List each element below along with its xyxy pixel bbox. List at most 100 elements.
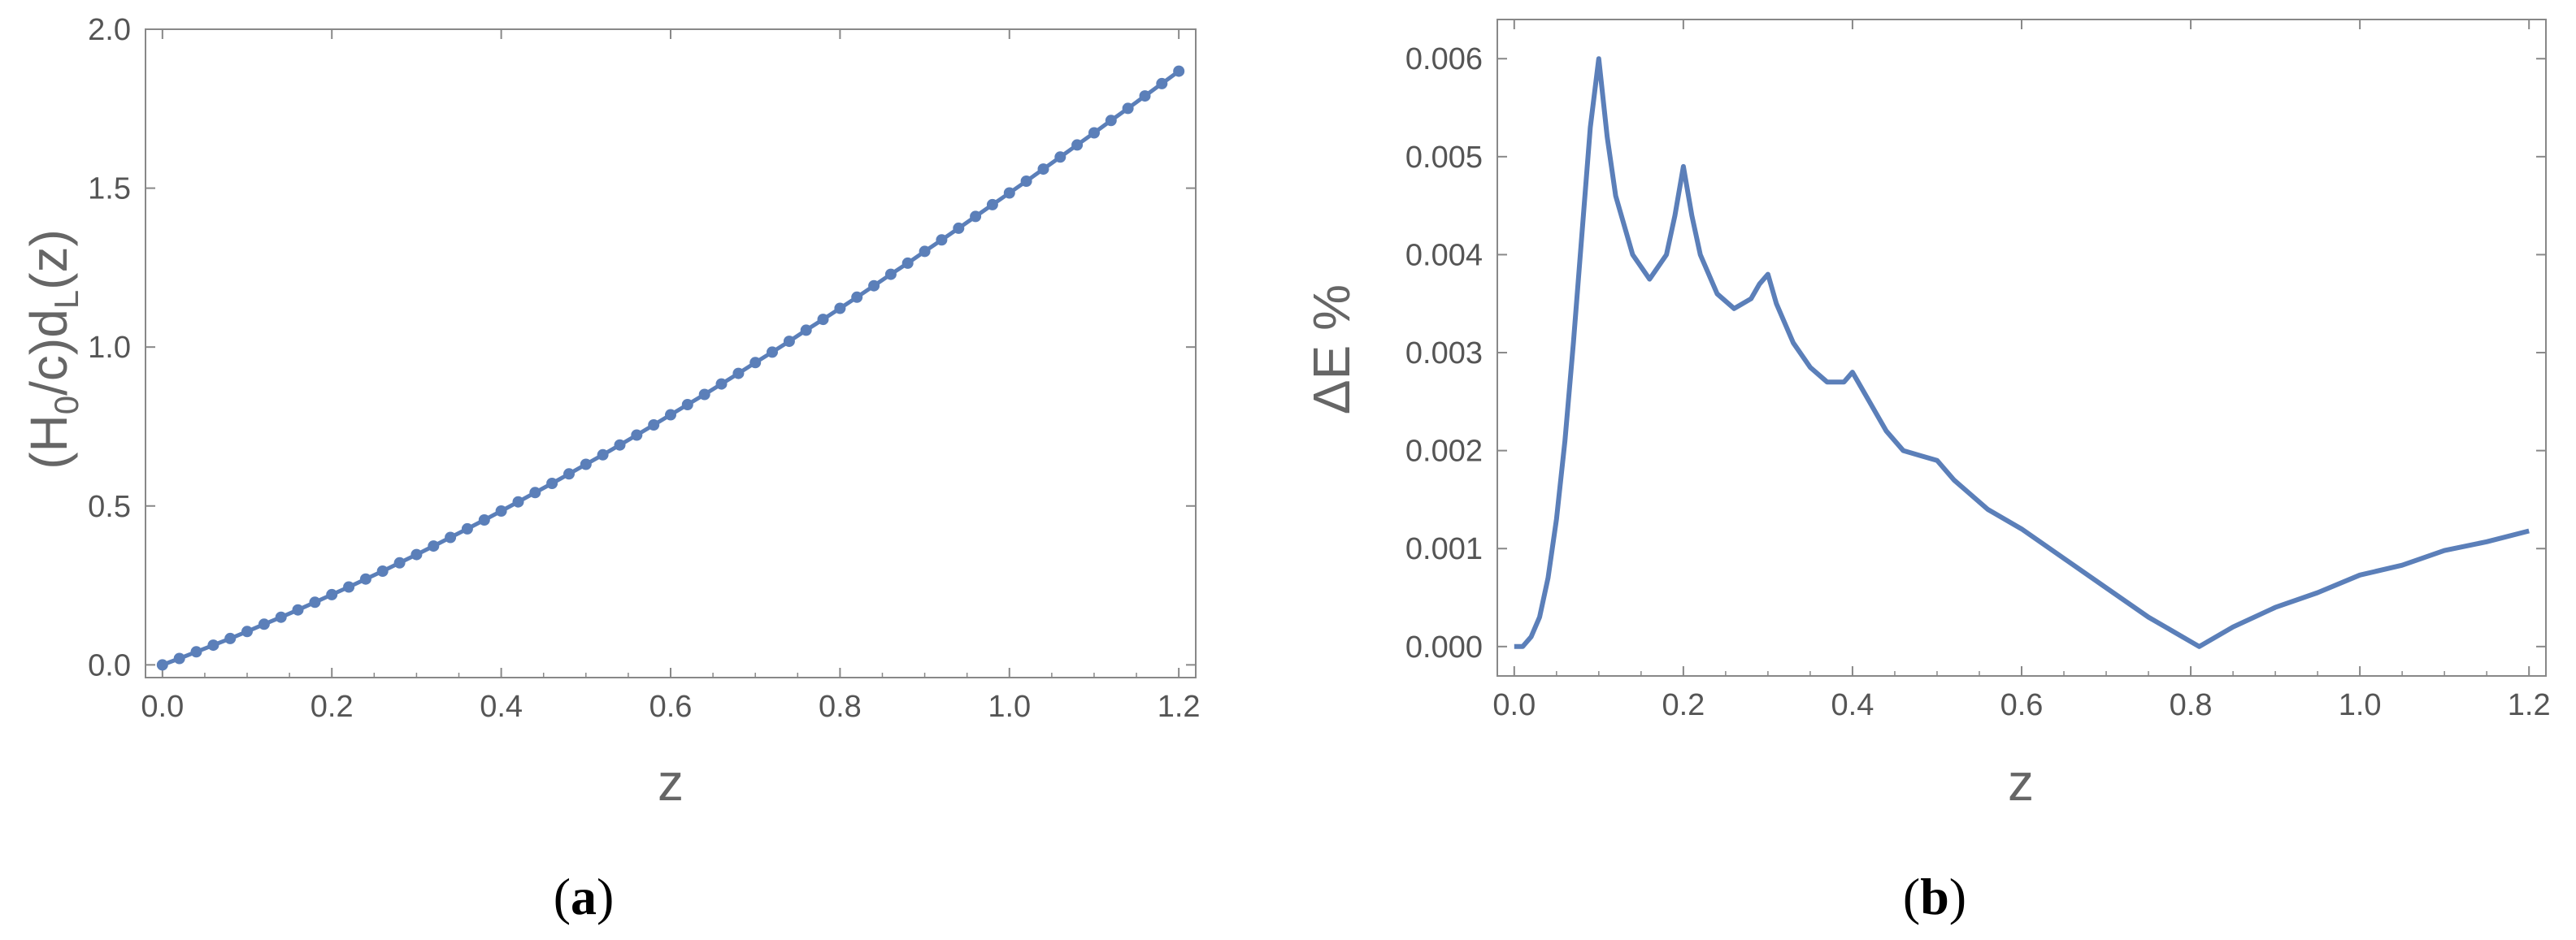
- a-data-point: [1054, 151, 1066, 163]
- a-data-point: [359, 573, 371, 585]
- b-x-tick-label: 0.6: [2000, 688, 2044, 722]
- panel-b-y-ticks: 0.000 0.001 0.002 0.003 0.004 0.005 0.006: [1405, 42, 2546, 665]
- panel-a-letter: a: [571, 868, 597, 925]
- a-x-tick-label: 0.4: [480, 690, 523, 724]
- a-data-point: [1020, 175, 1032, 187]
- a-data-point: [411, 548, 423, 561]
- a-data-point: [953, 222, 965, 234]
- a-data-point: [461, 522, 473, 535]
- panel-a-label: (a): [554, 868, 615, 925]
- a-data-point: [614, 439, 626, 451]
- b-x-tick-label: 1.0: [2339, 688, 2382, 722]
- b-y-tick-label: 0.003: [1405, 336, 1483, 370]
- a-data-point: [512, 496, 524, 508]
- a-x-tick-label: 1.0: [988, 690, 1031, 724]
- panel-a: 0.0 0.2 0.4 0.6 0.8 1.0 1.2 0.00.51.01.52.0 z …: [20, 13, 1201, 925]
- a-y-tick-label: 0.5: [88, 490, 131, 524]
- a-data-point: [665, 409, 676, 421]
- panel-a-x-ticks: 0.0 0.2 0.4 0.6 0.8 1.0 1.2: [141, 29, 1201, 724]
- b-y-tick-label: 0.001: [1405, 532, 1483, 566]
- a-data-point: [393, 557, 406, 569]
- a-data-point: [1173, 65, 1185, 77]
- a-data-point: [445, 531, 457, 544]
- a-data-point: [800, 324, 812, 336]
- a-data-point: [681, 399, 693, 410]
- b-y-tick-label: 0.004: [1405, 238, 1483, 272]
- a-data-point: [580, 458, 592, 470]
- a-data-point: [326, 588, 338, 600]
- panel-a-y-title-part: (z): [20, 229, 78, 290]
- a-data-point: [597, 448, 609, 461]
- a-data-point: [1156, 77, 1168, 89]
- a-x-tick-label: 0.8: [819, 690, 862, 724]
- a-data-point: [1105, 115, 1117, 127]
- panel-a-series-line: [161, 69, 1180, 667]
- panel-b-x-ticks: 0.0 0.2 0.4 0.6 0.8 1.0 1.2: [1492, 19, 2551, 722]
- a-data-point: [1122, 102, 1134, 115]
- a-data-point: [868, 279, 880, 292]
- b-y-tick-label: 0.006: [1405, 42, 1483, 76]
- b-x-tick-label: 1.2: [2508, 688, 2551, 722]
- a-data-point: [563, 468, 575, 480]
- a-data-point: [190, 646, 202, 658]
- panel-b-series-line: [1514, 56, 2530, 649]
- panel-b: 0.0 0.2 0.4 0.6 0.8 1.0 1.2 0.0000.0010.0020.0…: [1302, 19, 2551, 925]
- a-data-point: [343, 581, 355, 593]
- a-data-point: [901, 257, 914, 269]
- a-data-point: [292, 604, 304, 616]
- b-y-tick-label: 0.002: [1405, 435, 1483, 469]
- a-data-point: [648, 419, 660, 431]
- a-y-tick-label: 0.0: [88, 648, 131, 682]
- a-data-point: [884, 268, 897, 280]
- panel-a-y-axis-title: (H0/c)dL(z): [20, 229, 85, 470]
- panel-a-plot-frame: [145, 28, 1197, 678]
- a-data-point: [732, 367, 745, 379]
- b-x-tick-label: 0.4: [1831, 688, 1874, 722]
- a-data-point: [834, 302, 846, 314]
- panel-b-plot-frame: [1497, 19, 2547, 677]
- a-data-point: [546, 478, 558, 489]
- panel-a-series-points: [156, 65, 1185, 671]
- a-data-point: [970, 210, 982, 223]
- panel-b-x-axis-title: z: [2008, 753, 2034, 812]
- a-data-point: [241, 626, 253, 638]
- a-data-point: [478, 514, 490, 526]
- a-y-tick-label: 1.0: [88, 331, 131, 365]
- a-x-tick-label: 0.2: [311, 690, 354, 724]
- a-data-point: [156, 659, 168, 671]
- b-x-tick-label: 0.2: [1662, 688, 1705, 722]
- a-data-point: [1139, 90, 1151, 102]
- panel-a-y-title-part: (H: [20, 414, 78, 470]
- a-data-point: [309, 596, 321, 609]
- panel-b-label: (b): [1903, 868, 1966, 925]
- a-data-point: [1037, 163, 1049, 175]
- panel-a-x-axis-title: z: [658, 753, 684, 812]
- panel-a-y-title-sub: 0: [47, 396, 85, 414]
- a-data-point: [529, 487, 541, 499]
- a-data-point: [783, 336, 795, 348]
- panel-a-y-title-sub: L: [47, 290, 85, 309]
- a-data-point: [376, 565, 389, 577]
- b-y-tick-label: 0.005: [1405, 141, 1483, 175]
- a-data-point: [767, 346, 778, 358]
- a-data-point: [224, 632, 237, 644]
- a-data-point: [851, 291, 863, 303]
- a-data-point: [631, 429, 643, 441]
- a-data-point: [1071, 139, 1084, 151]
- a-x-tick-label: 0.6: [649, 690, 693, 724]
- a-data-point: [817, 314, 829, 326]
- a-data-point: [1003, 187, 1015, 199]
- a-data-point: [207, 639, 219, 652]
- a-data-point: [919, 245, 931, 258]
- panel-b-letter: b: [1920, 868, 1949, 925]
- b-y-tick-label: 0.000: [1405, 630, 1483, 665]
- a-x-tick-label: 1.2: [1158, 690, 1201, 724]
- a-data-point: [173, 652, 185, 665]
- a-data-point: [495, 505, 507, 517]
- a-data-point: [258, 618, 270, 630]
- a-data-point: [749, 357, 762, 369]
- a-data-point: [936, 234, 948, 246]
- panel-a-y-title-part: /c)d: [20, 309, 78, 396]
- a-data-point: [1088, 127, 1100, 139]
